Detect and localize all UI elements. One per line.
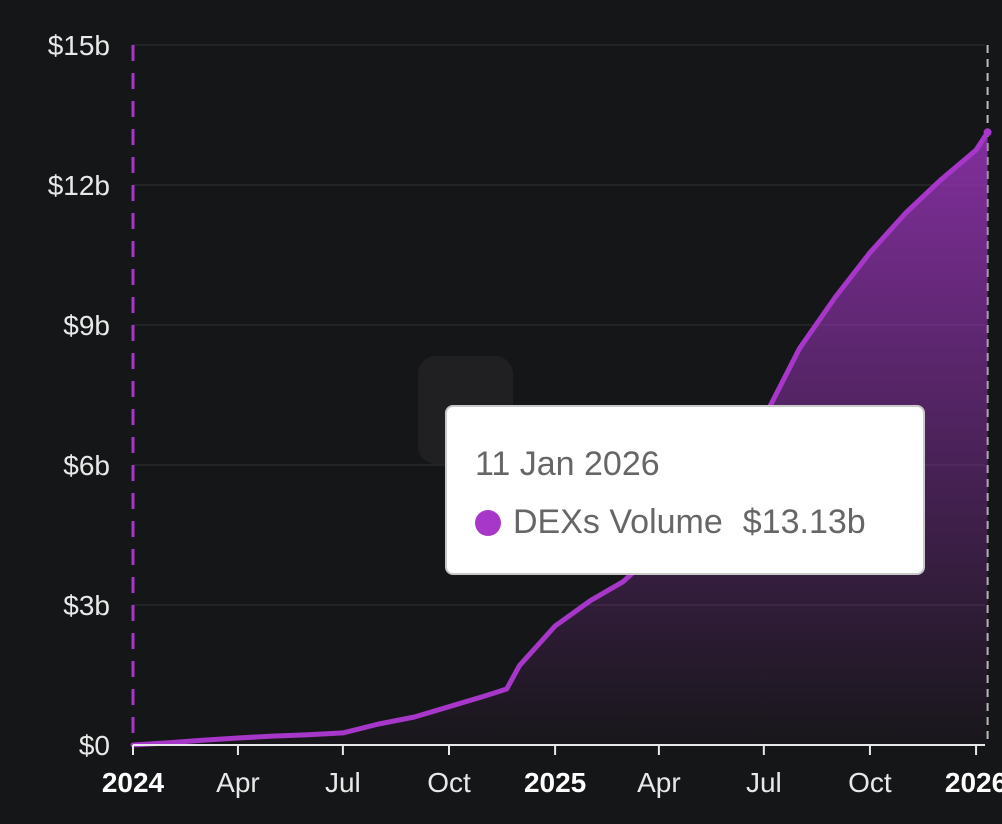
x-axis-ticks: 2024 Apr Jul Oct 2025 Apr Jul Oct 2026 xyxy=(102,745,1002,798)
series-area xyxy=(133,132,988,746)
y-axis-ticks: $0 $3b $6b $9b $12b $15b xyxy=(48,30,110,761)
series-line xyxy=(130,129,991,748)
x-tick-label: 2026 xyxy=(945,767,1002,798)
y-tick-label: $15b xyxy=(48,30,110,61)
y-tick-label: $9b xyxy=(63,310,110,341)
tooltip-date: 11 Jan 2026 xyxy=(475,445,660,483)
y-tick-label: $3b xyxy=(63,590,110,621)
x-tick-label: Apr xyxy=(637,767,681,798)
x-tick-label: Oct xyxy=(848,767,892,798)
x-tick-label: Jul xyxy=(746,767,782,798)
series-color-dot xyxy=(475,509,501,536)
tooltip-value: $13.13b xyxy=(742,503,866,541)
tooltip-series-row: DEXs Volume $13.13b xyxy=(475,503,866,542)
hover-point xyxy=(983,128,992,137)
tooltip: 11 Jan 2026 DEXs Volume $13.13b xyxy=(445,405,925,575)
tooltip-series-name: DEXs Volume xyxy=(513,503,723,541)
x-tick-label: 2025 xyxy=(524,767,586,798)
area-layer xyxy=(130,128,992,748)
x-tick-label: Oct xyxy=(427,767,471,798)
y-tick-label: $12b xyxy=(48,170,110,201)
x-tick-label: Jul xyxy=(325,767,361,798)
y-tick-label: $6b xyxy=(63,450,110,481)
x-tick-label: Apr xyxy=(216,767,260,798)
x-tick-label: 2024 xyxy=(102,767,165,798)
y-tick-label: $0 xyxy=(79,730,110,761)
